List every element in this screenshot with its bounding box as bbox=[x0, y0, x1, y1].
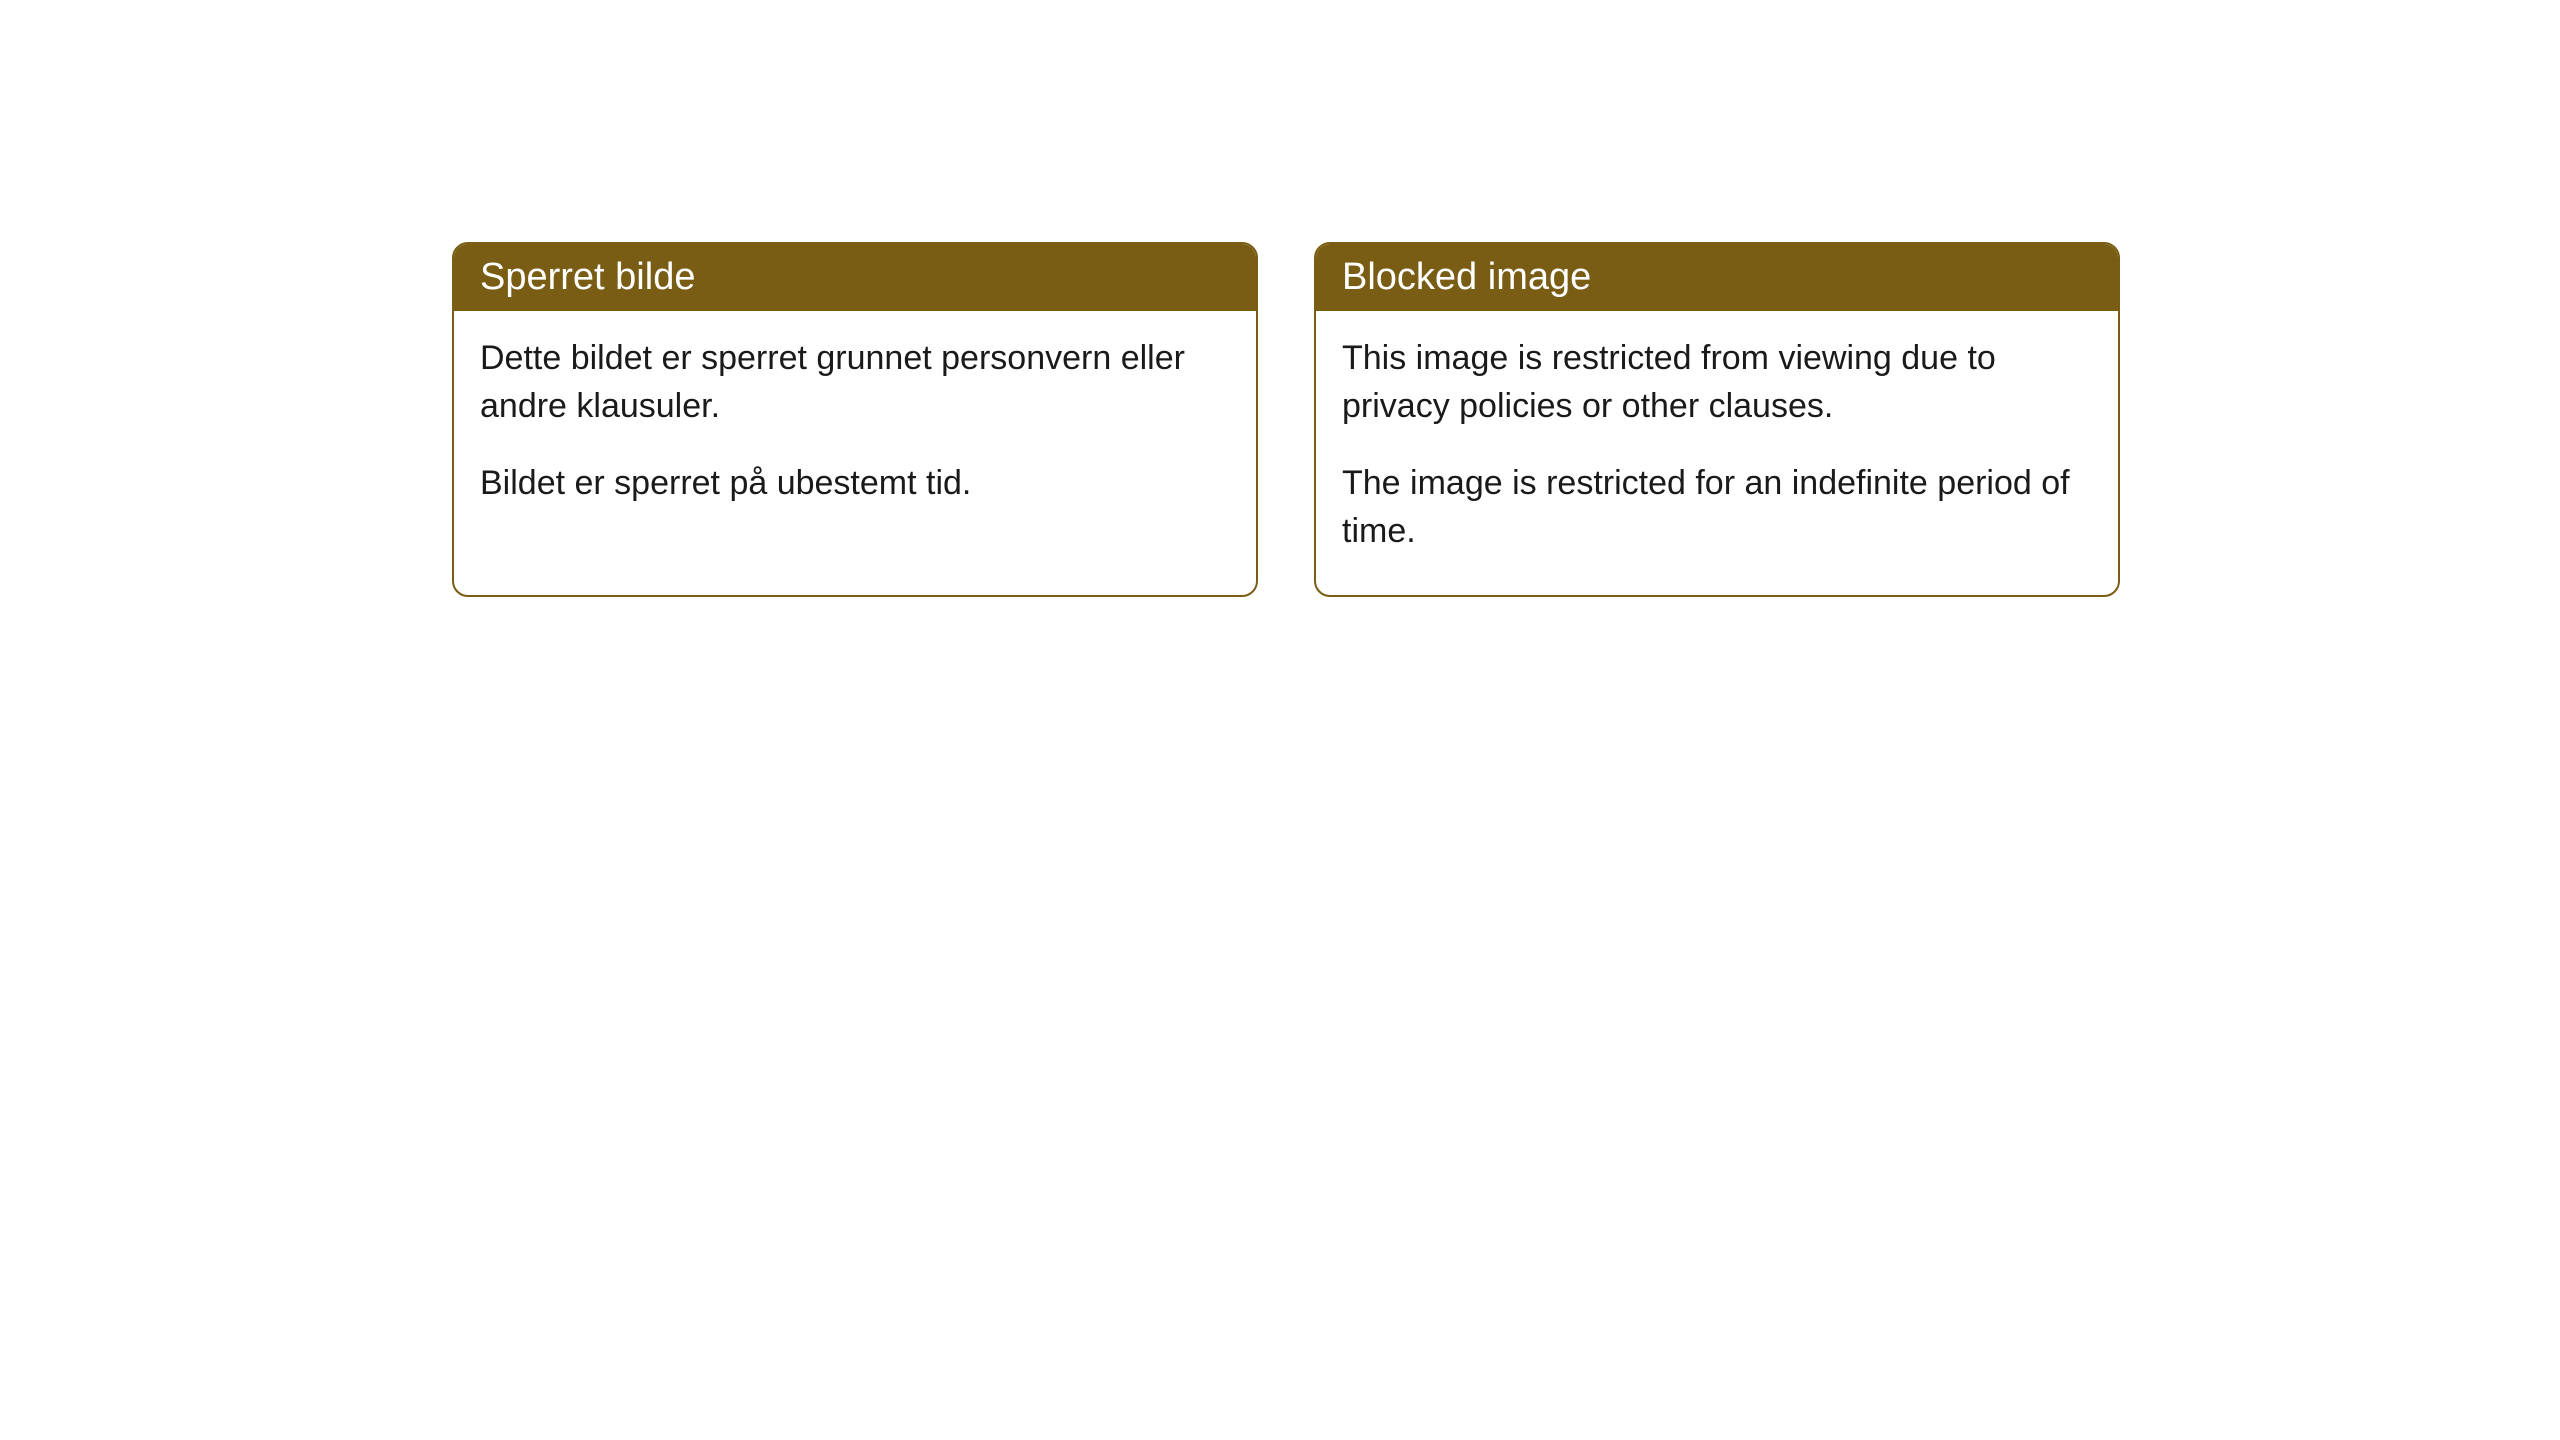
blocked-image-card-norwegian: Sperret bilde Dette bildet er sperret gr… bbox=[452, 242, 1258, 597]
notice-cards-container: Sperret bilde Dette bildet er sperret gr… bbox=[452, 242, 2120, 597]
card-text-norwegian-2: Bildet er sperret på ubestemt tid. bbox=[480, 460, 1230, 508]
blocked-image-card-english: Blocked image This image is restricted f… bbox=[1314, 242, 2120, 597]
card-text-english-1: This image is restricted from viewing du… bbox=[1342, 335, 2092, 430]
card-text-english-2: The image is restricted for an indefinit… bbox=[1342, 460, 2092, 555]
card-body-norwegian: Dette bildet er sperret grunnet personve… bbox=[454, 311, 1256, 548]
card-header-english: Blocked image bbox=[1316, 244, 2118, 311]
card-body-english: This image is restricted from viewing du… bbox=[1316, 311, 2118, 595]
card-header-norwegian: Sperret bilde bbox=[454, 244, 1256, 311]
card-text-norwegian-1: Dette bildet er sperret grunnet personve… bbox=[480, 335, 1230, 430]
